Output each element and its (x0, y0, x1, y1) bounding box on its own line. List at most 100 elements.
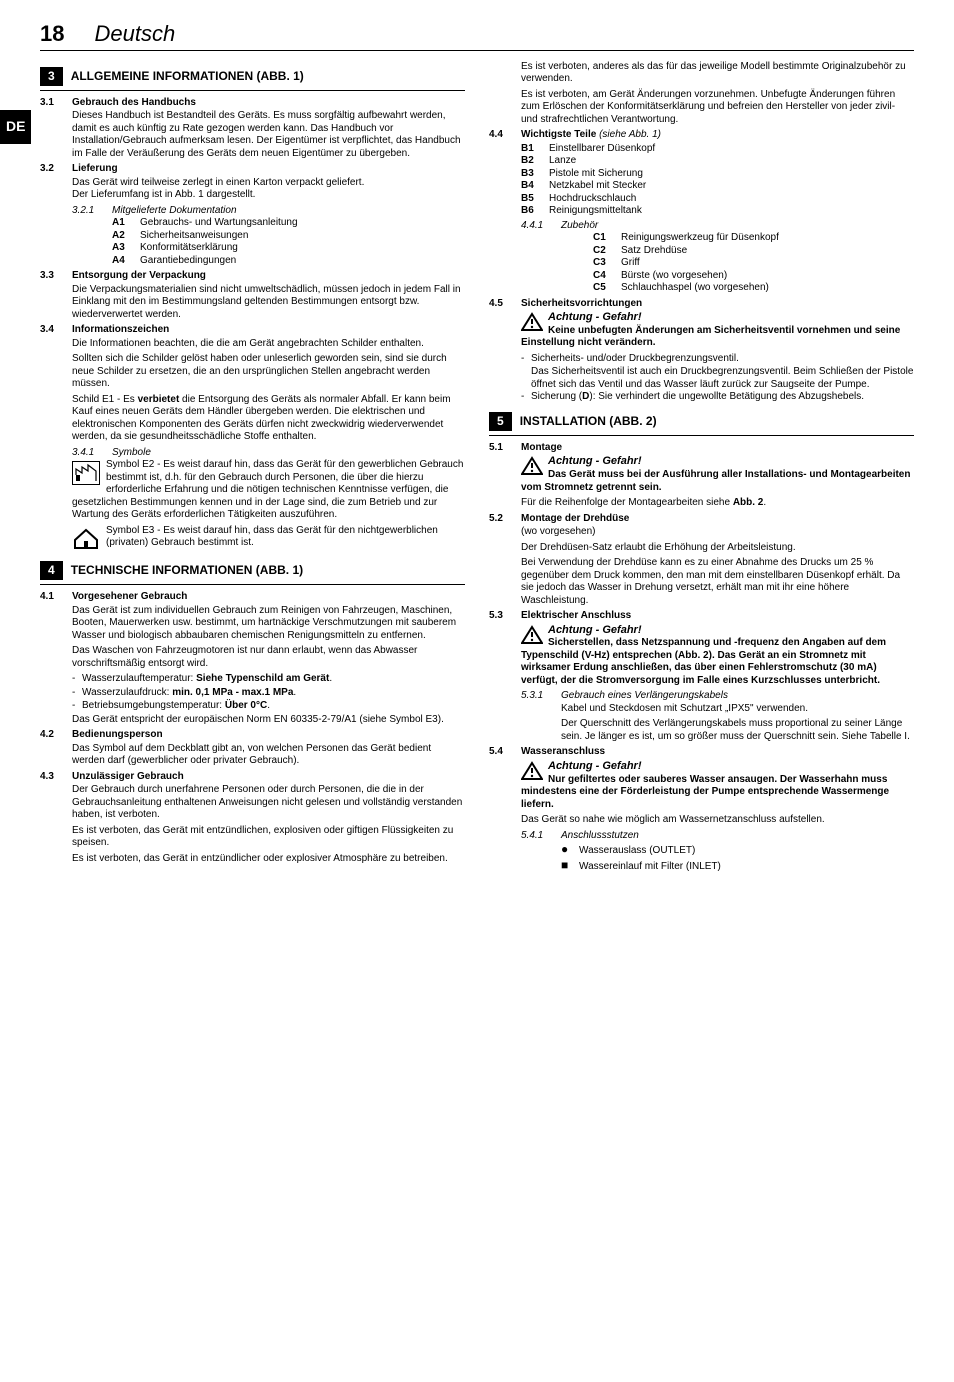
item-text: Bürste (wo vorgesehen) (621, 270, 727, 283)
body-text: Das Gerät entspricht der europäischen No… (72, 714, 465, 727)
warning-body: Sicherstellen, dass Netzspannung und -fr… (521, 637, 886, 686)
warning-body: Das Gerät muss bei der Ausführung aller … (521, 469, 910, 493)
sub-num: 5.3 (489, 610, 521, 623)
list-item: C5Schlauchhaspel (wo vorgesehen) (593, 282, 914, 295)
body-text: Das Gerät ist zum individuellen Gebrauch… (72, 605, 465, 643)
sub-num: 4.2 (40, 729, 72, 742)
body-text: Symbol E3 - Es weist darauf hin, dass da… (106, 525, 438, 549)
item-code: A4 (112, 255, 140, 268)
item-text: Einstellbarer Düsenkopf (549, 143, 655, 156)
body-text: Die Informationen beachten, die die am G… (72, 338, 465, 351)
item-code: C5 (593, 282, 621, 295)
sub-num: 5.1 (489, 442, 521, 455)
item-code: C2 (593, 245, 621, 258)
sub-title: Informationszeichen (72, 324, 169, 337)
list-item: B3Pistole mit Sicherung (521, 168, 914, 181)
body-text: Symbol E2 - Es weist darauf hin, dass da… (72, 459, 463, 520)
section-number: 5 (489, 412, 512, 431)
item-list: A1Gebrauchs- und WartungsanleitungA2Sich… (112, 217, 465, 267)
factory-icon (72, 461, 100, 490)
bullet-item: ■Wassereinlauf mit Filter (INLET) (561, 858, 914, 874)
sub-title: Lieferung (72, 163, 118, 176)
subsub-title: Gebrauch eines Verlängerungskabels (561, 690, 728, 703)
list-item: C3Griff (593, 257, 914, 270)
dash-item: -Wasserzulaufdruck: min. 0,1 MPa - max.1… (72, 687, 465, 700)
list-item: C4Bürste (wo vorgesehen) (593, 270, 914, 283)
dash-list: -Wasserzulauftemperatur: Siehe Typenschi… (72, 673, 465, 713)
item-code: B3 (521, 168, 549, 181)
body-text: Kabel und Steckdosen mit Schutzart „IPX5… (561, 703, 914, 716)
body-text: Für die Reihenfolge der Montagearbeiten … (521, 497, 914, 510)
item-code: B1 (521, 143, 549, 156)
left-column: 3 ALLGEMEINE INFORMATIONEN (ABB. 1) 3.1G… (40, 61, 465, 874)
sub-num: 3.1 (40, 97, 72, 110)
page-language: Deutsch (94, 20, 175, 48)
body-text: Es ist verboten, anderes als das für das… (521, 61, 914, 86)
symbol-e3-block: Symbol E3 - Es weist darauf hin, dass da… (72, 525, 465, 556)
list-item: B1Einstellbarer Düsenkopf (521, 143, 914, 156)
warning-title: Achtung - Gefahr! (548, 624, 642, 636)
body-text: Es ist verboten, das Gerät mit entzündli… (72, 825, 465, 850)
body-text: Das Waschen von Fahrzeugmotoren ist nur … (72, 645, 465, 670)
page-number: 18 (40, 20, 64, 48)
body-text: Das Gerät so nahe wie möglich am Wassern… (521, 814, 914, 827)
warning-title: Achtung - Gefahr! (548, 455, 642, 467)
list-item: A1Gebrauchs- und Wartungsanleitung (112, 217, 465, 230)
body-text: Es ist verboten, das Gerät in entzündlic… (72, 853, 465, 866)
dash-text: Wasserzulaufdruck: min. 0,1 MPa - max.1 … (82, 687, 296, 700)
sub-title: Wasseranschluss (521, 746, 605, 759)
subsub-title: Zubehör (561, 220, 598, 233)
item-text: Griff (621, 257, 640, 270)
section-title: ALLGEMEINE INFORMATIONEN (ABB. 1) (71, 69, 304, 84)
sub-title: Wichtigste Teile (siehe Abb. 1) (521, 129, 661, 142)
sub-title: Bedienungsperson (72, 729, 163, 742)
item-code: C1 (593, 232, 621, 245)
bullet-text: Wassereinlauf mit Filter (INLET) (579, 861, 721, 874)
subsub-num: 4.4.1 (521, 220, 561, 233)
list-item: A4Garantiebedingungen (112, 255, 465, 268)
body-text: Die Verpackungsmaterialien sind nicht um… (72, 284, 465, 322)
body-text: Es ist verboten, am Gerät Änderungen vor… (521, 89, 914, 127)
warning-block: Achtung - Gefahr! Das Gerät muss bei der… (521, 455, 914, 494)
item-text: Pistole mit Sicherung (549, 168, 643, 181)
dash-text: Betriebsumgebungstemperatur: Über 0°C. (82, 700, 270, 713)
sub-title: Montage (521, 442, 562, 455)
body-text: Bei Verwendung der Drehdüse kann es zu e… (521, 557, 914, 607)
text: Schild E1 - Es (72, 394, 138, 405)
sub-title: Sicherheitsvorrichtungen (521, 298, 642, 311)
subsub-num: 3.4.1 (72, 447, 112, 460)
body-text: Das Symbol auf dem Deckblatt gibt an, vo… (72, 743, 465, 768)
warning-triangle-icon (521, 312, 543, 337)
sub-num: 4.1 (40, 591, 72, 604)
item-code: B2 (521, 155, 549, 168)
item-text: Sicherheitsanweisungen (140, 230, 248, 243)
item-list: B1Einstellbarer DüsenkopfB2LanzeB3Pistol… (521, 143, 914, 218)
list-item: C1Reinigungswerkzeug für Düsenkopf (593, 232, 914, 245)
warning-triangle-icon (521, 761, 543, 786)
right-column: Es ist verboten, anderes als das für das… (489, 61, 914, 874)
item-code: C3 (593, 257, 621, 270)
item-list: C1Reinigungswerkzeug für DüsenkopfC2Satz… (593, 232, 914, 295)
body-text: Dieses Handbuch ist Bestandteil des Gerä… (72, 110, 465, 160)
sub-title: Vorgesehener Gebrauch (72, 591, 187, 604)
page-header: 18 Deutsch (40, 20, 914, 51)
section-title: INSTALLATION (ABB. 2) (520, 414, 657, 429)
sub-num: 5.4 (489, 746, 521, 759)
item-text: Satz Drehdüse (621, 245, 687, 258)
body-text: Das Gerät wird teilweise zerlegt in eine… (72, 177, 465, 202)
sub-title: Montage der Drehdüse (521, 513, 629, 526)
sub-num: 3.3 (40, 270, 72, 283)
subsub-num: 5.4.1 (521, 830, 561, 843)
item-text: Konformitätserklärung (140, 242, 238, 255)
body-text: Das Sicherheitsventil ist auch ein Druck… (531, 366, 914, 391)
dash-item: -Wasserzulauftemperatur: Siehe Typenschi… (72, 673, 465, 686)
bullet-item: ●Wasserauslass (OUTLET) (561, 842, 914, 858)
body-text: Der Gebrauch durch unerfahrene Personen … (72, 784, 465, 822)
dash-text: Sicherung (D): Sie verhindert die ungewo… (531, 391, 864, 404)
sub-title: Elektrischer Anschluss (521, 610, 631, 623)
sub-num: 4.3 (40, 771, 72, 784)
item-text: Gebrauchs- und Wartungsanleitung (140, 217, 298, 230)
subsub-num: 3.2.1 (72, 205, 112, 218)
list-item: B6Reinigungsmitteltank (521, 205, 914, 218)
list-item: B5Hochdruckschlauch (521, 193, 914, 206)
